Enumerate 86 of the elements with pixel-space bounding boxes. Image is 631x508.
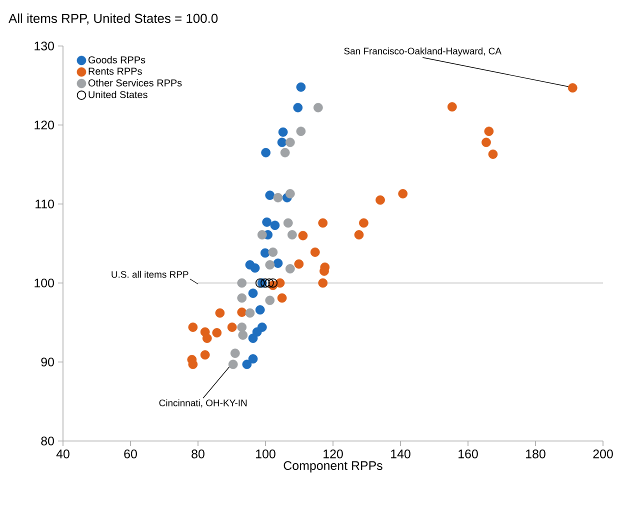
point — [359, 218, 368, 228]
point — [287, 230, 297, 240]
point — [273, 192, 283, 202]
point — [484, 126, 494, 136]
y-tick-label: 110 — [36, 200, 54, 208]
point — [188, 322, 198, 332]
point — [237, 293, 247, 303]
point — [228, 360, 238, 370]
point — [273, 258, 283, 268]
point — [313, 102, 323, 112]
point — [296, 126, 306, 136]
point — [318, 218, 328, 228]
point — [283, 218, 293, 228]
annotation: San Francisco-Oakland-Hayward, CA — [344, 47, 502, 56]
point — [285, 189, 295, 198]
point — [278, 127, 288, 137]
x-tick-label: 180 — [526, 450, 546, 458]
point — [280, 148, 290, 158]
legend-label: Rents RPPs — [88, 68, 142, 75]
point — [237, 278, 247, 288]
point — [294, 259, 304, 269]
point — [188, 360, 198, 370]
point — [202, 334, 212, 343]
y-tick-label: 90 — [41, 358, 54, 366]
x-tick-label: 200 — [593, 450, 613, 458]
x-tick-label: 120 — [324, 450, 343, 458]
point — [376, 195, 385, 205]
point — [277, 293, 287, 303]
y-tick-label: 130 — [34, 42, 54, 50]
point — [318, 278, 328, 288]
point — [248, 354, 258, 364]
chart-title: All items RPP, United States = 100.0 — [8, 13, 218, 25]
legend-label: Other Services RPPs — [88, 79, 182, 86]
x-tick-label: 80 — [192, 450, 204, 458]
point — [237, 308, 247, 317]
point — [255, 305, 265, 315]
point — [285, 138, 295, 148]
annotation: Cincinnati, OH-KY-IN — [159, 399, 247, 408]
point — [270, 220, 280, 230]
point — [277, 138, 287, 148]
point — [257, 230, 267, 240]
point — [248, 288, 258, 298]
point — [261, 148, 271, 158]
point — [268, 278, 278, 288]
point — [227, 322, 237, 332]
y-tick-label: 100 — [34, 278, 54, 288]
point — [298, 230, 308, 240]
point — [265, 260, 275, 270]
point — [265, 296, 275, 306]
x-tick-label: 160 — [458, 450, 478, 458]
point — [488, 150, 498, 159]
point — [265, 190, 275, 200]
point — [248, 334, 258, 343]
point — [482, 138, 491, 148]
point — [237, 322, 247, 332]
point — [260, 278, 270, 288]
x-tick-label: 40 — [56, 450, 70, 458]
point — [264, 278, 274, 288]
point — [245, 308, 255, 318]
point — [568, 83, 578, 93]
point — [212, 328, 222, 338]
point — [200, 350, 210, 360]
x-tick-label: 140 — [391, 450, 410, 458]
point — [215, 308, 225, 318]
point — [398, 189, 408, 198]
point — [285, 264, 295, 274]
legend-label: Goods RPPs — [88, 56, 146, 64]
point — [250, 263, 260, 273]
point — [296, 82, 306, 92]
point — [447, 102, 457, 112]
point — [293, 102, 303, 112]
point — [268, 247, 278, 257]
point — [230, 348, 240, 358]
y-tick-label: 80 — [41, 436, 54, 446]
x-axis-title: Component RPPs — [284, 461, 382, 472]
point — [242, 360, 252, 370]
x-tick-label: 100 — [256, 450, 276, 458]
y-tick-label: 120 — [34, 120, 54, 130]
ref-line-label: U.S. all items RPP — [112, 270, 188, 278]
x-tick-label: 60 — [124, 450, 137, 458]
point — [238, 330, 248, 340]
point — [310, 247, 320, 257]
point — [262, 217, 272, 227]
point — [260, 248, 270, 258]
legend-label: United States — [88, 90, 148, 98]
point — [354, 230, 364, 240]
